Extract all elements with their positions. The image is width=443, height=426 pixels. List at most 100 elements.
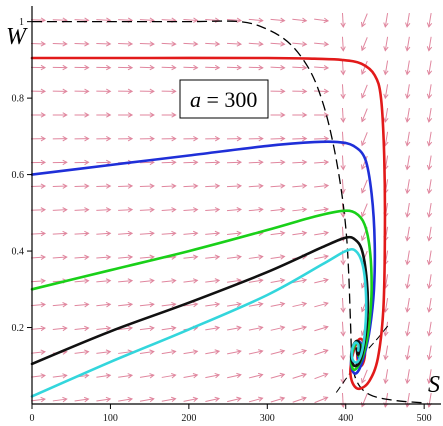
vector-field-arrow <box>248 278 264 284</box>
vector-field-arrow <box>340 155 346 171</box>
vector-field-arrow <box>96 373 112 379</box>
vector-field-arrow <box>314 159 330 165</box>
vector-field-arrow <box>161 88 177 94</box>
vector-field-arrow <box>405 108 411 123</box>
vector-field-arrow <box>183 278 199 284</box>
y-tick-label: 0.4 <box>12 247 25 258</box>
vector-field-arrow <box>248 183 264 189</box>
vector-field-arrow <box>270 207 286 213</box>
trajectory-3 <box>30 209 373 372</box>
vector-field-arrow <box>118 325 134 332</box>
vector-field-arrow <box>227 301 242 308</box>
vector-field-arrow <box>426 274 433 290</box>
vector-field-arrow <box>30 136 47 142</box>
vector-field-arrow <box>205 230 221 237</box>
vector-field-arrow <box>74 159 90 166</box>
vector-field-arrow <box>161 136 177 142</box>
vector-field-arrow <box>96 207 112 213</box>
vector-field-arrow <box>340 345 346 361</box>
vector-field-arrow <box>292 325 308 331</box>
vector-field-arrow <box>205 41 221 47</box>
vector-field-arrow <box>426 60 433 76</box>
vector-field-arrow <box>314 206 330 213</box>
vector-field-arrow <box>383 321 389 337</box>
vector-field-arrow <box>383 84 389 100</box>
vector-field-arrow <box>161 159 177 166</box>
vector-field-arrow <box>96 136 112 142</box>
vector-field-arrow <box>74 88 90 94</box>
vector-field-arrow <box>30 325 46 332</box>
vector-field-arrow <box>292 112 308 118</box>
x-tick-label: 200 <box>181 413 196 424</box>
vector-field-arrow <box>405 298 411 313</box>
vector-field-arrow <box>30 349 46 355</box>
vector-field-arrow <box>383 60 389 76</box>
vector-field-arrow <box>205 183 221 189</box>
vector-field-arrow <box>360 203 368 218</box>
vector-field-arrow <box>118 41 134 47</box>
vector-field-arrow <box>96 183 112 189</box>
vector-field-arrow <box>96 41 112 47</box>
vector-field-arrow <box>248 207 264 213</box>
vector-field-arrow <box>405 179 411 195</box>
vector-field-arrow <box>426 84 433 100</box>
vector-field-arrow <box>161 230 177 237</box>
vector-field-arrow <box>383 345 389 361</box>
vector-field-arrow <box>227 325 242 331</box>
vector-field-arrow <box>270 349 286 355</box>
vector-field-arrow <box>226 254 242 260</box>
vector-field-arrow <box>161 349 177 355</box>
vector-field-arrow <box>248 254 264 260</box>
vector-field-arrow <box>226 230 242 237</box>
vector-field-arrow <box>292 135 308 142</box>
vector-field-arrow <box>183 136 199 142</box>
x-axis-label: S <box>428 372 440 398</box>
vector-field-arrow <box>52 254 68 260</box>
vector-field-arrow <box>248 325 264 331</box>
vector-field-arrow <box>360 108 368 123</box>
vector-field-arrow <box>426 321 433 337</box>
vector-field-arrow <box>292 277 308 284</box>
vector-field-arrow <box>118 136 134 142</box>
vector-field-arrow <box>226 64 243 71</box>
vector-field-arrow <box>405 13 411 28</box>
vector-field-arrow <box>270 372 286 379</box>
vector-field-arrow <box>270 135 286 142</box>
vector-field-arrow <box>270 88 286 95</box>
vector-field-arrow <box>248 301 264 308</box>
vector-field-arrow <box>161 183 177 189</box>
x-tick-label: 300 <box>260 413 275 424</box>
vector-field-arrow <box>183 207 199 213</box>
vector-field-arrow <box>270 278 286 284</box>
vector-field-arrow <box>52 88 68 94</box>
vector-field-arrow <box>139 136 155 142</box>
vector-field-arrow <box>340 297 346 314</box>
vector-field-arrow <box>96 230 112 237</box>
trajectory-4 <box>30 235 370 368</box>
vector-field-arrow <box>205 396 221 402</box>
vector-field-arrow <box>426 226 433 242</box>
vector-field-arrow <box>74 64 90 71</box>
vector-field-arrow <box>383 13 389 28</box>
vector-field-arrow <box>426 369 433 385</box>
vector-field-arrow <box>74 112 90 118</box>
vector-field-arrow <box>405 60 411 76</box>
nullcline-dashed <box>31 20 425 404</box>
vector-field-arrow <box>405 84 411 100</box>
x-tick-label: 500 <box>417 413 432 424</box>
vector-field-arrow <box>248 372 264 379</box>
vector-field-arrow <box>96 278 112 284</box>
vector-field-arrow <box>405 250 411 266</box>
vector-field-arrow <box>340 12 346 29</box>
vector-field-arrow <box>292 372 307 379</box>
vector-field-arrow <box>405 393 411 408</box>
vector-field-arrow <box>292 159 308 165</box>
vector-field-arrow <box>226 183 243 189</box>
vector-field-arrow <box>314 65 330 71</box>
vector-field-arrow <box>118 301 134 308</box>
vector-field-arrow <box>161 207 177 213</box>
vector-field-arrow <box>118 112 134 118</box>
vector-field-arrow <box>270 301 286 308</box>
vector-field-arrow <box>52 325 68 332</box>
